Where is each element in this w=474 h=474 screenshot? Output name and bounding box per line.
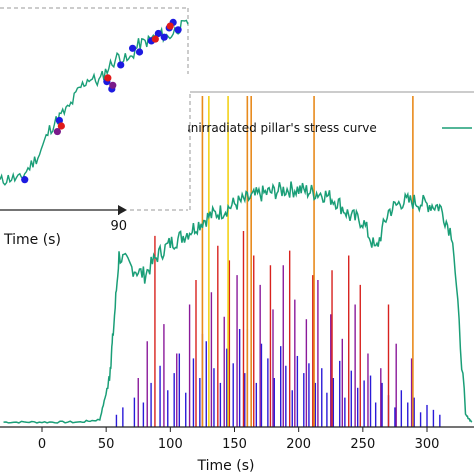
inset-event-purple-1 bbox=[109, 81, 117, 89]
x-tick-label-200: 200 bbox=[286, 437, 311, 452]
inset-event-purple-0 bbox=[53, 127, 61, 136]
inset-event-red-2 bbox=[151, 35, 159, 43]
inset-axis-arrow bbox=[118, 205, 127, 215]
stress-curve-line bbox=[3, 181, 473, 424]
inset-x-ticks: 90 bbox=[110, 210, 127, 234]
inset-event-blue-12 bbox=[174, 26, 182, 34]
inset-event-red-0 bbox=[57, 122, 65, 130]
inset-event-points bbox=[21, 18, 182, 184]
x-tick-label-150: 150 bbox=[222, 437, 247, 452]
x-tick-label-50: 50 bbox=[98, 437, 115, 452]
x-axis-ticks: 0 50 100 150 200 250 300 bbox=[38, 427, 440, 452]
inset-x-axis-label: Time (s) bbox=[3, 232, 61, 248]
inset-event-red-1 bbox=[104, 74, 112, 82]
inset-event-blue-5 bbox=[128, 44, 137, 52]
inset-event-blue-9 bbox=[160, 33, 168, 41]
inset-event-blue-6 bbox=[135, 48, 144, 56]
inset-event-red-3 bbox=[166, 22, 174, 30]
inset-x-tick-label-90: 90 bbox=[110, 219, 127, 234]
x-tick-label-0: 0 bbox=[38, 437, 46, 452]
impulse-layer bbox=[115, 96, 441, 427]
inset-panel: 90 Time (s) bbox=[0, 7, 474, 248]
inset-event-blue-4 bbox=[117, 61, 125, 69]
x-tick-label-100: 100 bbox=[158, 437, 183, 452]
x-axis-label: Time (s) bbox=[197, 458, 255, 474]
x-tick-label-300: 300 bbox=[415, 437, 440, 452]
inset-event-blue-0 bbox=[21, 176, 29, 184]
inset-event-blue-8 bbox=[154, 29, 162, 38]
stress-curve-layer bbox=[3, 181, 473, 424]
inset-event-blue-1 bbox=[55, 116, 63, 125]
x-tick-label-250: 250 bbox=[350, 437, 375, 452]
